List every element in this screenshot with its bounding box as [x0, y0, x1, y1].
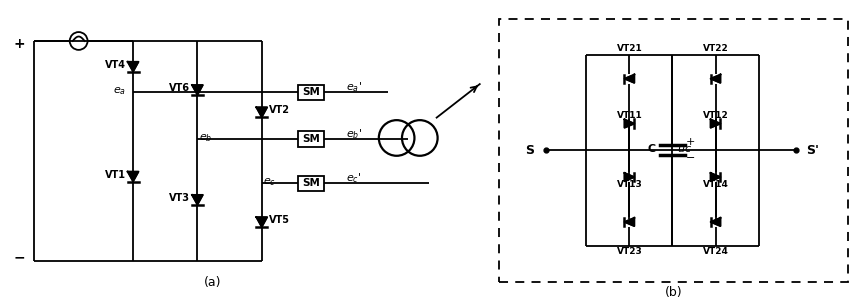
Polygon shape: [257, 217, 267, 227]
Polygon shape: [625, 75, 634, 83]
Text: e$_a$': e$_a$': [346, 81, 362, 95]
Polygon shape: [128, 172, 138, 182]
Polygon shape: [710, 119, 721, 128]
Bar: [299, 175, 324, 191]
Text: VT13: VT13: [617, 181, 643, 189]
Polygon shape: [192, 195, 202, 205]
Polygon shape: [625, 173, 634, 181]
Polygon shape: [710, 75, 721, 83]
Text: C: C: [648, 144, 656, 154]
Text: VT12: VT12: [703, 111, 728, 120]
Text: +: +: [686, 137, 695, 147]
Text: $uc$: $uc$: [678, 144, 692, 154]
Text: (b): (b): [665, 286, 682, 299]
Text: VT11: VT11: [617, 111, 643, 120]
Text: S: S: [525, 144, 535, 157]
Text: VT3: VT3: [169, 193, 190, 203]
Polygon shape: [128, 62, 138, 72]
Text: VT6: VT6: [169, 83, 190, 93]
Text: VT5: VT5: [269, 215, 290, 225]
Polygon shape: [625, 119, 634, 128]
Text: SM: SM: [302, 178, 320, 188]
Text: e$_a$: e$_a$: [112, 85, 126, 97]
Text: SM: SM: [302, 88, 320, 98]
Text: VT22: VT22: [703, 44, 728, 53]
Polygon shape: [192, 85, 202, 95]
Text: VT2: VT2: [269, 105, 290, 115]
Text: (a): (a): [203, 276, 221, 289]
FancyBboxPatch shape: [499, 19, 848, 282]
Text: VT1: VT1: [105, 170, 126, 180]
Text: VT14: VT14: [703, 181, 728, 189]
Polygon shape: [710, 173, 721, 181]
Text: −: −: [14, 251, 25, 265]
Text: e$_c$': e$_c$': [346, 172, 361, 185]
Text: VT21: VT21: [617, 44, 643, 53]
Text: VT4: VT4: [105, 60, 126, 70]
Text: e$_c$: e$_c$: [263, 177, 276, 188]
Polygon shape: [625, 218, 634, 226]
Text: VT23: VT23: [617, 247, 643, 256]
Text: VT24: VT24: [703, 247, 728, 256]
Text: +: +: [14, 37, 25, 51]
Polygon shape: [257, 107, 267, 117]
Text: −: −: [686, 153, 695, 163]
Polygon shape: [710, 218, 721, 226]
Text: e$_b$: e$_b$: [198, 132, 212, 144]
Text: e$_b$': e$_b$': [346, 127, 362, 141]
Text: S': S': [807, 144, 819, 157]
Bar: [299, 131, 324, 147]
Text: SM: SM: [302, 134, 320, 144]
Bar: [299, 85, 324, 100]
